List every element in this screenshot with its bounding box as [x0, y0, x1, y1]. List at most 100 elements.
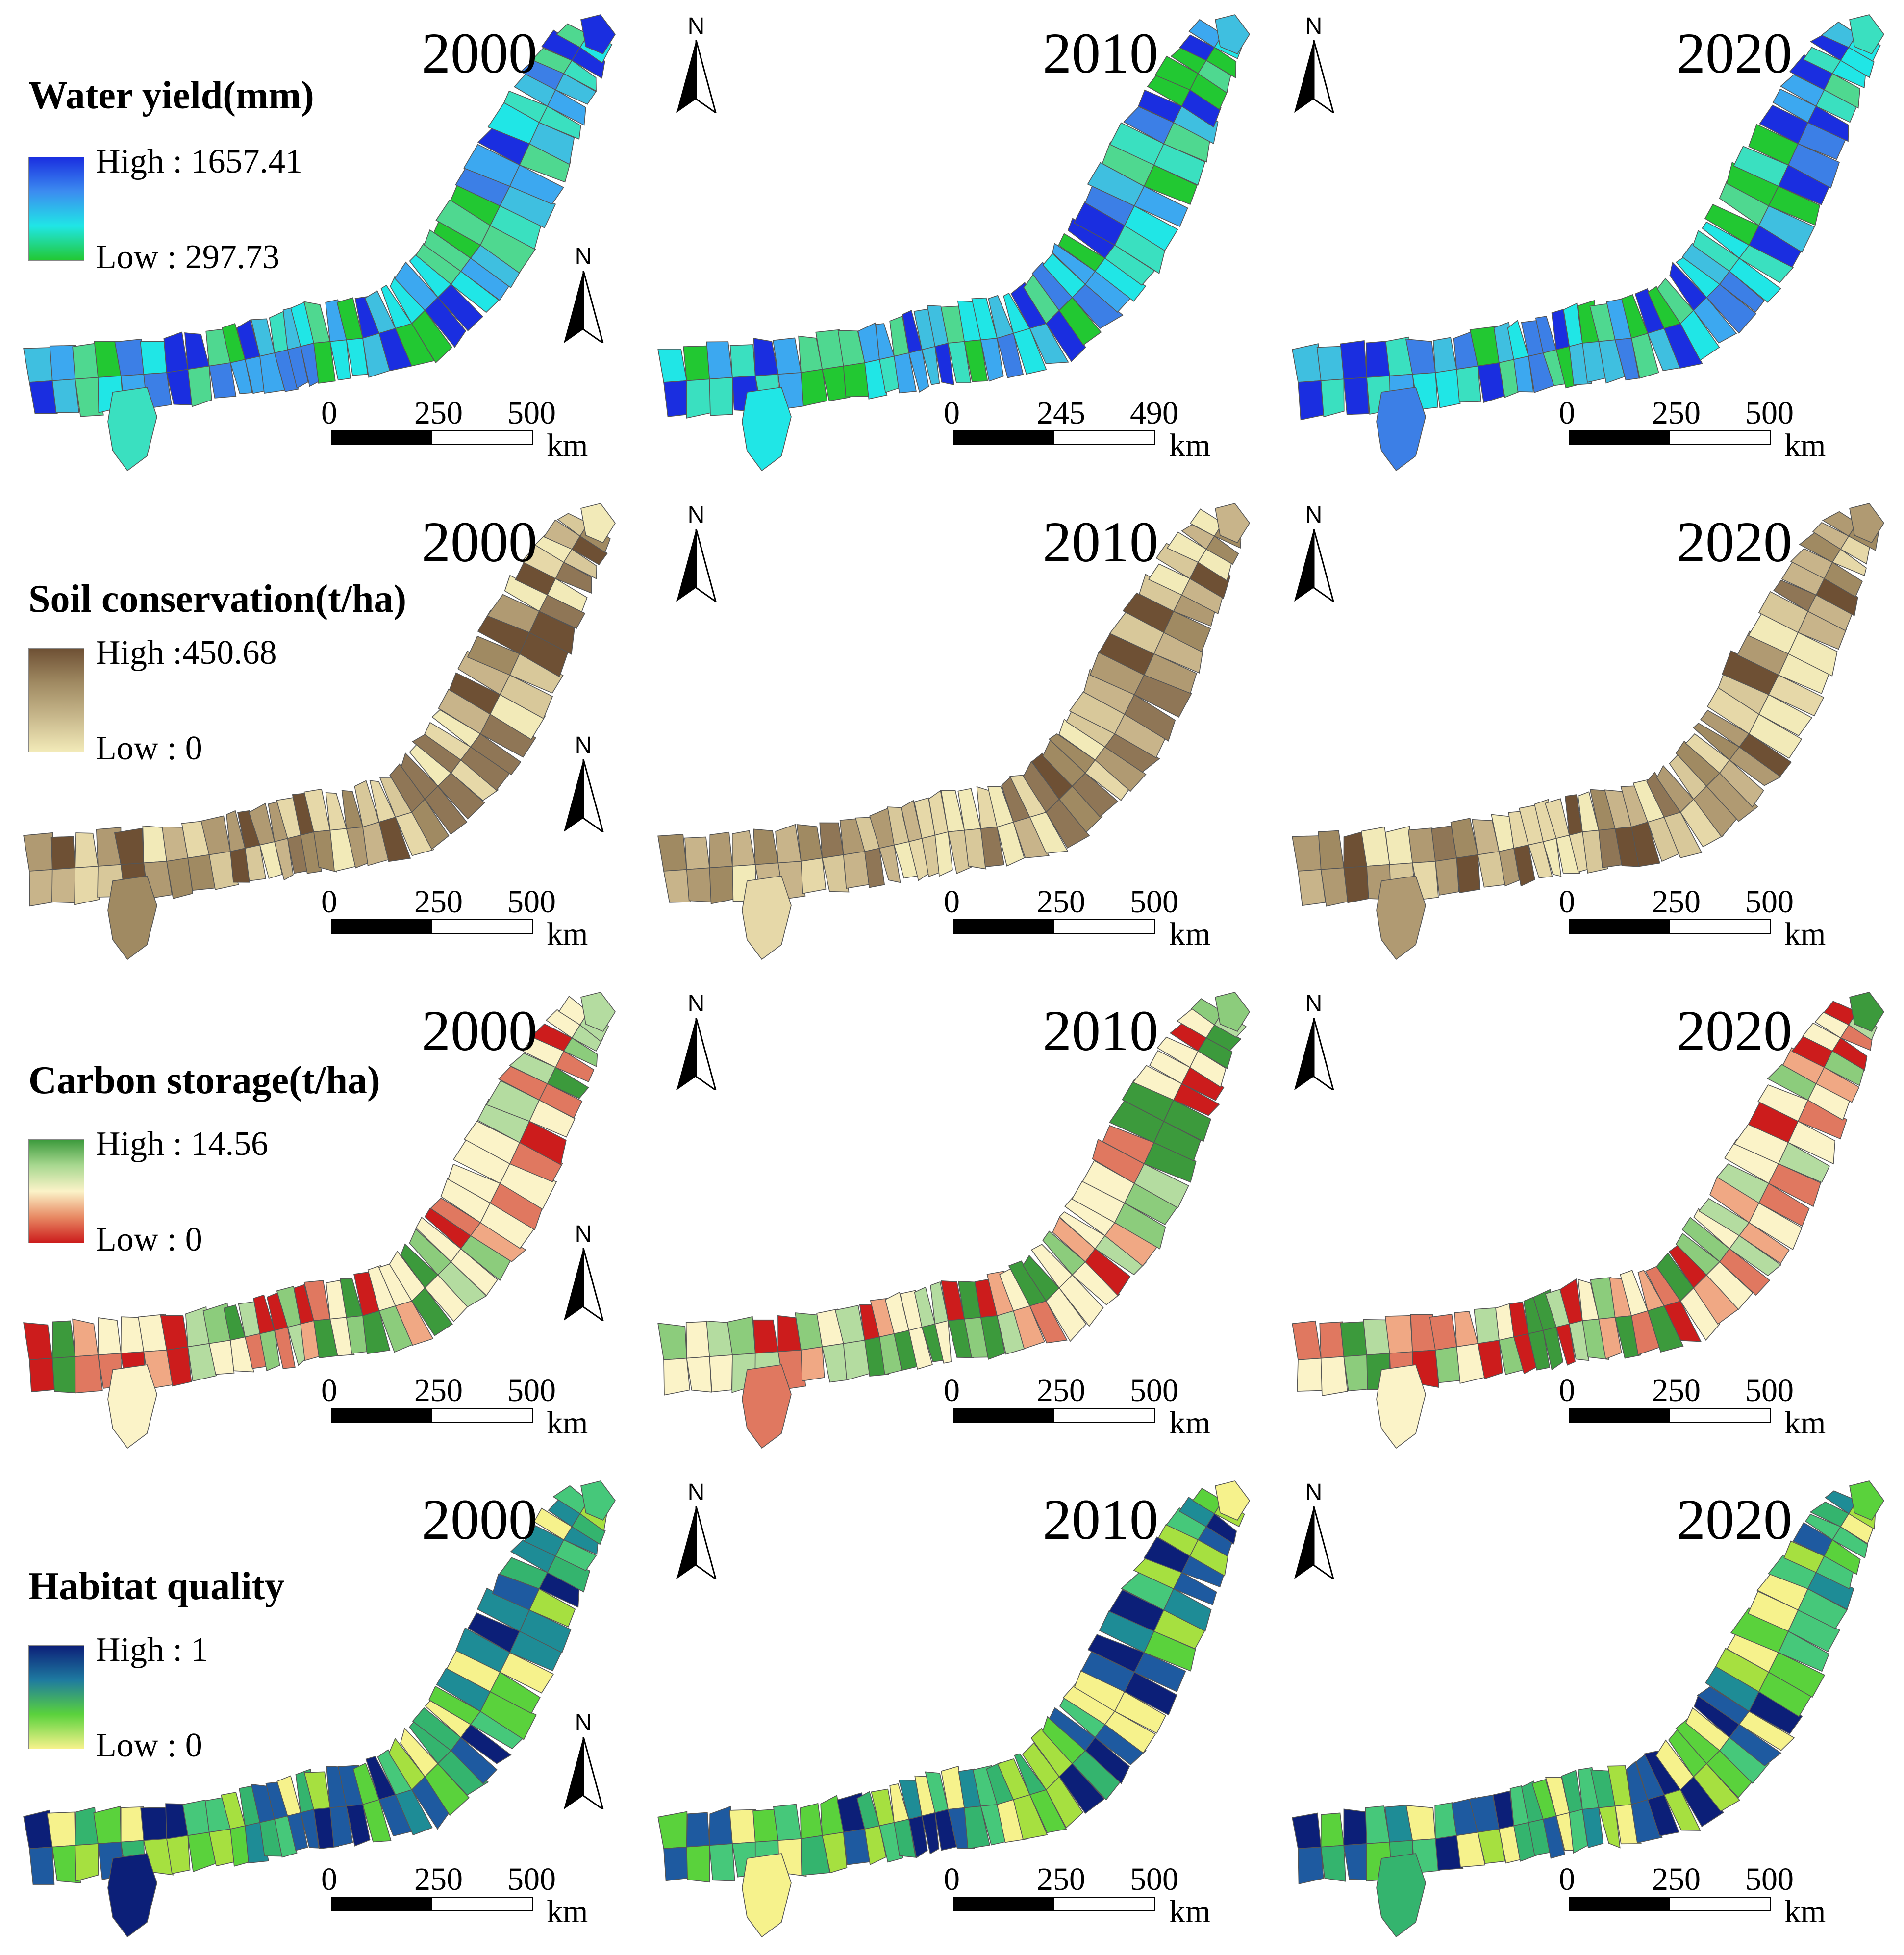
- scale-bar-graphic: [953, 430, 1155, 445]
- coastal-district-map: [23, 1480, 616, 1938]
- district-region: [424, 297, 467, 348]
- district-region: [864, 1825, 887, 1865]
- map-panel-2010: 2010 N 0 250 500 km: [634, 978, 1269, 1466]
- district-region: [1340, 340, 1367, 380]
- district-region: [1094, 257, 1147, 302]
- district-region: [727, 1316, 756, 1355]
- district-region: [1181, 89, 1222, 128]
- legend-high-label: High :450.68: [96, 634, 277, 672]
- coastal-district-map: [1292, 992, 1884, 1449]
- district-region: [1738, 733, 1792, 777]
- district-region: [208, 1340, 235, 1375]
- district-region: [346, 338, 369, 376]
- district-region: [1831, 1037, 1868, 1071]
- scale-tick-label: 490: [1130, 395, 1178, 431]
- northern-tip-region: [1215, 992, 1250, 1032]
- district-region: [29, 1846, 55, 1885]
- district-region: [948, 341, 972, 383]
- north-arrow-icon: N: [674, 992, 718, 1090]
- district-region: [51, 1320, 76, 1359]
- north-arrow-icon: N: [561, 1223, 605, 1321]
- district-region: [1143, 1142, 1197, 1183]
- scale-bar: 0 250 500 km: [1549, 1373, 1826, 1439]
- district-region: [1598, 1805, 1621, 1849]
- scale-bar: 0 250 500 km: [934, 1375, 1210, 1439]
- scale-tick-label: 245: [1037, 395, 1085, 431]
- district-region: [686, 867, 714, 902]
- district-region: [1456, 365, 1482, 403]
- district-region: [460, 1724, 512, 1764]
- district-region: [1719, 1248, 1771, 1296]
- district-region: [1582, 829, 1608, 874]
- district-region: [894, 352, 917, 394]
- peninsula-region: [1376, 1853, 1426, 1938]
- district-region: [657, 1811, 688, 1849]
- district-region: [1748, 713, 1803, 759]
- peninsula-region: [742, 387, 792, 472]
- district-region: [1320, 1812, 1345, 1848]
- district-region: [479, 713, 536, 758]
- map-panel-2020: 2020 N 0 250 500 km: [1269, 1466, 1903, 1955]
- district-region: [1153, 1121, 1202, 1162]
- district-region: [274, 1815, 298, 1858]
- north-arrow-icon: N: [561, 245, 605, 343]
- peninsula-region: [1376, 876, 1426, 960]
- district-region: [1582, 1318, 1610, 1360]
- district-region: [1072, 283, 1124, 329]
- district-region: [450, 759, 499, 802]
- map-panel-2000: 2000 Carbon storage(t/ha) High : 14.56 Low …: [0, 978, 634, 1466]
- northern-tip-region: [580, 14, 616, 55]
- scale-tick-label: 500: [1745, 395, 1794, 431]
- district-region: [23, 1322, 53, 1360]
- district-region: [1205, 535, 1239, 565]
- district-region: [230, 848, 250, 883]
- district-region: [1778, 1142, 1830, 1183]
- district-region: [1477, 1340, 1503, 1379]
- district-region: [538, 1083, 583, 1119]
- district-region: [1013, 1794, 1048, 1840]
- district-region: [1384, 1315, 1413, 1354]
- district-region: [563, 60, 597, 92]
- district-region: [571, 535, 608, 565]
- district-region: [313, 829, 337, 873]
- scale-tick-label: 250: [414, 1373, 463, 1408]
- year-label: 2010: [1043, 21, 1158, 85]
- district-region: [1807, 1572, 1854, 1610]
- map-panel-2010: 2010 N 0 250 500 km: [634, 489, 1269, 978]
- district-region: [1104, 733, 1160, 773]
- district-region: [450, 1737, 498, 1784]
- district-region: [1528, 1330, 1551, 1371]
- year-label: 2000: [422, 510, 537, 574]
- scale-tick-label: 0: [944, 395, 960, 431]
- scale-tick-label: 250: [1652, 1373, 1701, 1408]
- district-region: [1094, 746, 1147, 792]
- district-region: [1181, 1067, 1225, 1101]
- district-region: [706, 341, 733, 380]
- district-region: [1555, 1323, 1576, 1366]
- district-region: [187, 365, 212, 407]
- scale-tick-label: 500: [1745, 1861, 1794, 1897]
- district-region: [684, 836, 710, 870]
- legend-color-ramp: [28, 1645, 84, 1749]
- district-region: [1748, 1202, 1803, 1251]
- scale-tick-label: 250: [414, 884, 463, 920]
- district-region: [1787, 1121, 1836, 1165]
- district-region: [908, 1327, 933, 1370]
- district-region: [1679, 1776, 1724, 1828]
- scale-bar: 0 250 500 km: [311, 1863, 588, 1928]
- scale-bar-graphic: [1569, 919, 1771, 934]
- district-region: [1029, 323, 1069, 364]
- scale-bar: 0 250 500 km: [934, 1863, 1210, 1928]
- district-region: [437, 772, 485, 820]
- north-label: N: [687, 1479, 705, 1505]
- district-region: [329, 339, 351, 381]
- district-region: [908, 1815, 928, 1858]
- district-region: [163, 331, 189, 373]
- district-region: [1542, 838, 1562, 877]
- district-region: [822, 1831, 848, 1874]
- northern-tip-region: [1849, 14, 1884, 55]
- district-region: [75, 1843, 99, 1882]
- northern-tip-region: [580, 503, 616, 544]
- district-region: [51, 867, 78, 903]
- map-panel-2020: 2020 N 0 250 500 km: [1269, 0, 1903, 489]
